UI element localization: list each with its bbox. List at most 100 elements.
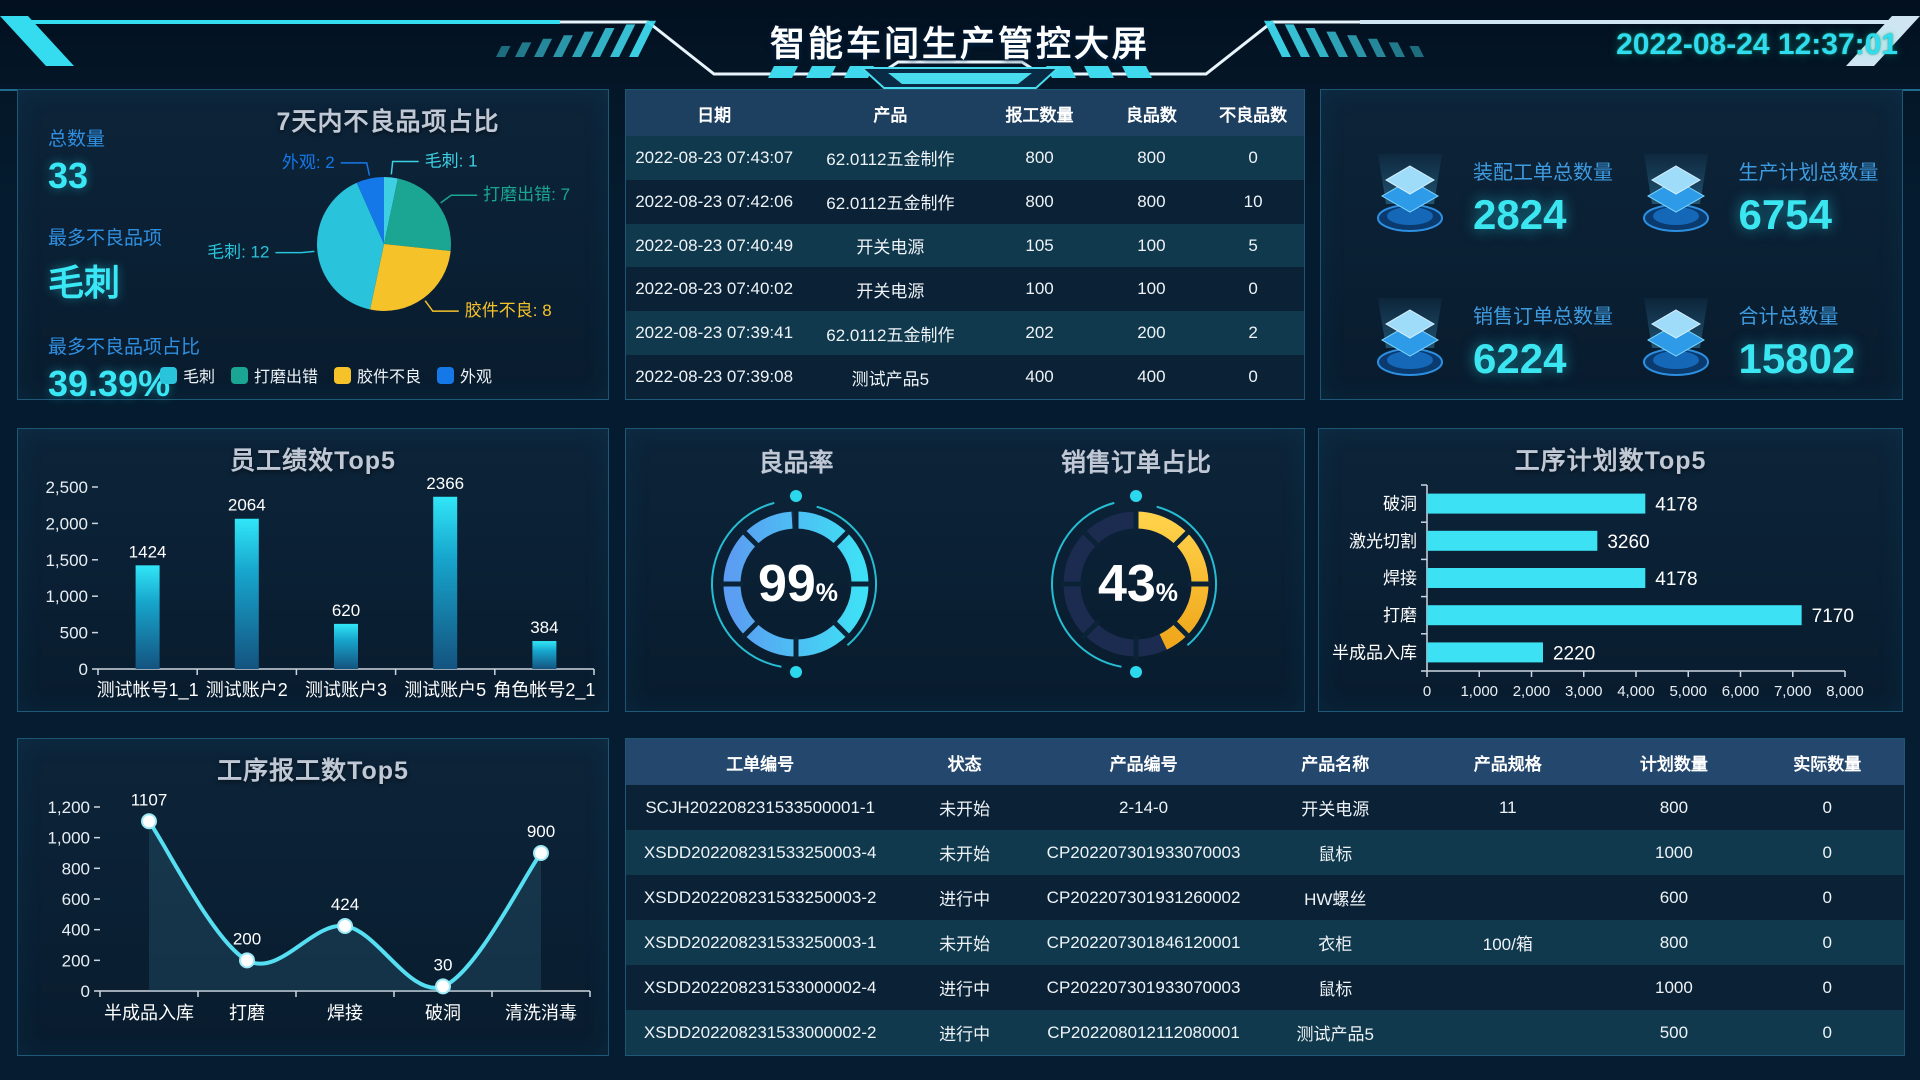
svg-text:400: 400 <box>62 921 90 940</box>
svg-text:800: 800 <box>62 859 90 878</box>
sales-ratio-gauge: 销售订单占比 43% <box>966 429 1306 711</box>
svg-text:384: 384 <box>530 618 558 637</box>
table-cell: 未开始 <box>939 935 991 954</box>
legend-label: 胶件不良 <box>357 369 422 386</box>
column-header: 状态 <box>947 754 982 774</box>
stat-value: 2824 <box>1473 190 1567 238</box>
svg-text:打磨: 打磨 <box>229 1003 265 1023</box>
table-cell: 2-14-0 <box>1119 797 1169 817</box>
layers-icon <box>1629 292 1723 391</box>
panel-gauges: 良品率 99% 销售订单占比 43% <box>625 428 1305 712</box>
table-cell: 2022-08-23 07:39:08 <box>635 367 794 387</box>
table-cell: CP202207301846120001 <box>1046 932 1241 952</box>
stat-label: 总数量 <box>48 129 106 150</box>
table-cell: 2022-08-23 07:40:02 <box>635 279 794 299</box>
svg-text:43%: 43% <box>1098 555 1178 613</box>
table-cell: 2022-08-23 07:40:49 <box>635 235 794 255</box>
svg-text:4178: 4178 <box>1655 495 1697 516</box>
layers-icon <box>1363 148 1457 247</box>
table-cell: 100 <box>1137 279 1166 299</box>
table-cell: 未开始 <box>939 800 991 819</box>
table-cell: 800 <box>1025 191 1054 211</box>
header-decoration <box>0 16 1920 91</box>
table-cell: XSDD202208231533250003-1 <box>643 932 877 952</box>
legend-label: 毛刺 <box>183 369 216 386</box>
svg-text:7,000: 7,000 <box>1774 683 1812 700</box>
panel-title: 7天内不良品项占比 <box>276 108 500 136</box>
svg-text:焊接: 焊接 <box>327 1003 363 1023</box>
employee-bar-chart: 0 500 1,000 1,500 2,000 2,500 1424 测试帐号1_1 2064 测… <box>18 473 610 711</box>
table-cell: CP202208012112080001 <box>1047 1022 1240 1042</box>
table-cell: SCJH202208231533500001-1 <box>645 797 876 817</box>
svg-text:焊接: 焊接 <box>1383 569 1417 588</box>
svg-text:620: 620 <box>332 601 360 620</box>
svg-text:2220: 2220 <box>1553 643 1595 664</box>
table-cell: 0 <box>1822 932 1832 952</box>
svg-text:角色帐号2_1: 角色帐号2_1 <box>493 680 595 701</box>
table-cell: 800 <box>1659 797 1689 817</box>
table-cell: 0 <box>1822 887 1832 907</box>
svg-text:1424: 1424 <box>129 542 167 561</box>
table-cell: 测试产品5 <box>851 369 930 389</box>
svg-text:外观: 2: 外观: 2 <box>282 153 335 172</box>
table-row: 2022-08-23 07:40:02 开关电源 100 100 0 <box>626 267 1304 312</box>
svg-text:胶件不良: 8: 胶件不良: 8 <box>465 301 552 320</box>
table-header-row: 日期 产品 报工数量 良品数 不良品数 <box>626 90 1304 136</box>
table-cell: XSDD202208231533250003-2 <box>643 887 877 907</box>
top-defect-stat: 最多不良品项 毛刺 <box>48 223 200 306</box>
process-report-line-chart: 0 200 400 600 800 1,000 1,200 1107 半成品入库 200 打磨 424… <box>18 790 610 1053</box>
column-header: 产品规格 <box>1473 754 1542 774</box>
svg-text:2064: 2064 <box>228 496 266 515</box>
svg-text:2,000: 2,000 <box>1513 683 1551 700</box>
table-cell: 500 <box>1659 1022 1689 1042</box>
table-cell: XSDD202208231533250003-4 <box>643 842 877 862</box>
legend-swatch <box>160 366 177 384</box>
svg-text:3260: 3260 <box>1607 532 1649 553</box>
svg-text:测试账户5: 测试账户5 <box>404 680 486 700</box>
svg-text:7170: 7170 <box>1812 606 1854 627</box>
svg-text:2366: 2366 <box>426 474 464 493</box>
total-count-stat: 总数量 33 <box>48 124 200 197</box>
svg-text:30: 30 <box>434 955 453 974</box>
table-cell: 开关电源 <box>856 238 925 258</box>
pie-legend: 毛刺 打磨出错 胶件不良 外观 <box>160 363 492 387</box>
table-row: XSDD202208231533250003-1 未开始 CP20220730184… <box>626 920 1904 965</box>
table-cell: 800 <box>1137 147 1166 167</box>
svg-text:0: 0 <box>1423 683 1431 700</box>
top-defect-ratio-stat: 最多不良品项占比 39.39% <box>48 332 200 405</box>
svg-text:99%: 99% <box>758 555 838 613</box>
column-header: 报工数量 <box>1005 105 1074 125</box>
table-cell: 62.0112五金制作 <box>826 325 955 345</box>
svg-text:破洞: 破洞 <box>425 1003 461 1023</box>
gauge-title: 良品率 <box>758 449 834 477</box>
column-header: 产品名称 <box>1301 754 1370 774</box>
stat-value: 6224 <box>1473 335 1567 383</box>
gauge-title: 销售订单占比 <box>1060 449 1211 477</box>
legend-item: 毛刺 <box>160 363 215 387</box>
order-stat-card: 生产计划总数量 6754 <box>1629 140 1895 255</box>
svg-text:破洞: 破洞 <box>1383 495 1417 514</box>
legend-label: 打磨出错 <box>254 369 319 386</box>
table-header-row: 工单编号 状态 产品编号 产品名称 产品规格 计划数量 实际数量 <box>626 739 1904 785</box>
stat-label: 最多不良品项 <box>48 228 163 249</box>
order-totals-grid: 装配工单总数量 2824 生产计划总数量 6754 销售订单总数量 6224 合计总数… <box>1321 90 1902 399</box>
table-cell: 未开始 <box>939 845 991 864</box>
svg-text:1,500: 1,500 <box>45 551 88 570</box>
sales-gauge-chart: 43% <box>1021 469 1251 704</box>
panel-defect-rate: 7天内不良品项占比 总数量 33 最多不良品项 毛刺 最多不良品项占比 39.3… <box>17 89 609 404</box>
table-cell: 800 <box>1137 191 1166 211</box>
table-row: 2022-08-23 07:39:08 测试产品5 400 400 0 <box>626 355 1304 399</box>
table-cell: 0 <box>1822 977 1832 997</box>
table-cell: 800 <box>1659 932 1689 952</box>
order-stat-card: 装配工单总数量 2824 <box>1363 140 1629 255</box>
legend-swatch <box>334 366 352 384</box>
svg-text:1,000: 1,000 <box>1460 683 1498 700</box>
svg-text:打磨出错: 7: 打磨出错: 7 <box>483 185 570 204</box>
svg-text:4178: 4178 <box>1655 569 1697 590</box>
yield-gauge: 良品率 99% <box>626 429 966 711</box>
table-cell: 1000 <box>1655 842 1693 862</box>
table-row: 2022-08-23 07:39:41 62.0112五金制作 202 200 2 <box>626 311 1304 356</box>
yield-gauge-chart: 99% <box>681 469 911 704</box>
panel-employee-performance: 员工绩效Top5 0 500 1,000 1,500 2,000 2,500 1424 测试帐… <box>17 428 609 712</box>
table-cell: 开关电源 <box>856 281 925 301</box>
